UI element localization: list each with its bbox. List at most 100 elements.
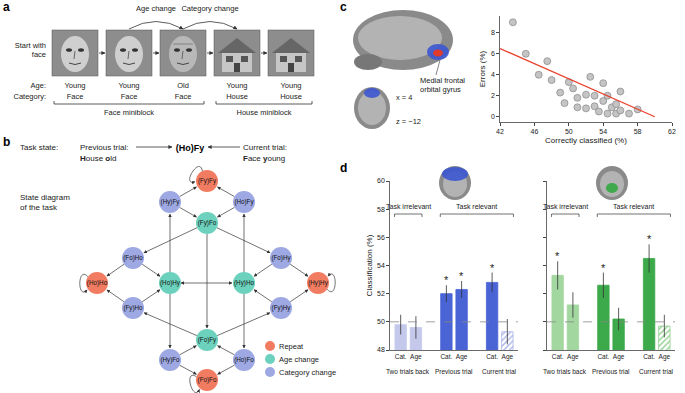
svg-text:Cat.: Cat. (552, 353, 564, 360)
svg-text:Classification (%): Classification (%) (365, 234, 374, 296)
svg-text:Task relevant: Task relevant (456, 203, 497, 210)
svg-text:Cat.: Cat. (597, 353, 609, 360)
svg-text:Current trial: Current trial (482, 368, 517, 375)
svg-text:Young: Young (227, 81, 248, 90)
svg-text:(Ho)Fy: (Ho)Fy (234, 198, 254, 206)
svg-text:Cat.: Cat. (486, 353, 498, 360)
svg-text:56: 56 (377, 234, 385, 241)
svg-text:(Fo)Hy: (Fo)Hy (271, 254, 291, 262)
svg-text:Face young: Face young (243, 154, 285, 163)
svg-text:52: 52 (377, 290, 385, 297)
svg-text:c: c (340, 0, 347, 14)
svg-text:Face miniblock: Face miniblock (104, 108, 154, 117)
svg-text:Current trial:: Current trial: (243, 143, 287, 152)
svg-text:Age: Age (567, 353, 579, 361)
svg-text:58: 58 (377, 206, 385, 213)
svg-text:House miniblock: House miniblock (236, 108, 291, 117)
svg-text:Repeat: Repeat (279, 342, 304, 351)
svg-text:46: 46 (531, 128, 539, 135)
svg-text:Two trials back: Two trials back (543, 368, 587, 375)
svg-text:(Hy)Hy: (Hy)Hy (308, 279, 328, 287)
svg-text:Age: Age (613, 353, 625, 361)
svg-text:House old: House old (80, 154, 116, 163)
svg-text:*: * (601, 262, 606, 274)
svg-text:Age change: Age change (279, 355, 319, 364)
svg-text:State diagram: State diagram (20, 193, 70, 202)
svg-text:(Hy)Fo: (Hy)Fo (160, 356, 180, 364)
svg-text:x = 4: x = 4 (396, 93, 412, 102)
svg-text:50: 50 (377, 318, 385, 325)
svg-text:Young: Young (281, 81, 302, 90)
svg-text:Face: Face (67, 92, 84, 101)
svg-text:60: 60 (377, 177, 385, 184)
svg-text:Two trials back: Two trials back (386, 368, 430, 375)
svg-text:(Fy)Fy: (Fy)Fy (198, 177, 217, 185)
svg-text:(Fy)Ho: (Fy)Ho (123, 304, 143, 312)
svg-text:a: a (3, 0, 10, 14)
svg-text:b: b (3, 135, 10, 149)
svg-text:Age: Age (410, 353, 422, 361)
svg-text:48: 48 (377, 346, 385, 353)
svg-text:Task irrelevant: Task irrelevant (543, 203, 588, 210)
svg-text:58: 58 (634, 128, 642, 135)
svg-text:*: * (459, 270, 464, 282)
svg-text:Face: Face (121, 92, 138, 101)
svg-text:(Hy)Fy: (Hy)Fy (161, 198, 181, 206)
svg-text:Category change: Category change (279, 368, 336, 377)
svg-text:Category change: Category change (181, 4, 238, 13)
svg-text:Errors (%): Errors (%) (478, 50, 487, 87)
svg-text:50: 50 (565, 128, 573, 135)
svg-text:Cat.: Cat. (440, 353, 452, 360)
svg-text:(Fy)Fo: (Fy)Fo (198, 219, 217, 227)
svg-text:Age: Age (659, 353, 671, 361)
svg-text:*: * (647, 233, 652, 245)
svg-text:Current trial: Current trial (639, 368, 674, 375)
svg-text:(Ho)Hy: (Ho)Hy (160, 279, 181, 287)
svg-text:(Ho)Fy: (Ho)Fy (176, 143, 205, 153)
svg-text:Previous trial: Previous trial (435, 368, 473, 375)
svg-text:Age: Age (502, 353, 514, 361)
svg-text:42: 42 (496, 128, 504, 135)
svg-text:(Ho)Fo: (Ho)Fo (234, 356, 254, 364)
svg-text:Age:: Age: (31, 81, 46, 90)
svg-text:Age change: Age change (136, 4, 176, 13)
svg-text:Previous trial:: Previous trial: (80, 143, 128, 152)
svg-text:Medial frontal: Medial frontal (420, 76, 465, 85)
svg-text:Cat.: Cat. (643, 353, 655, 360)
svg-text:Task state:: Task state: (20, 143, 58, 152)
svg-text:4: 4 (491, 71, 495, 78)
svg-text:House: House (280, 92, 302, 101)
svg-text:(Fy)Hy: (Fy)Hy (272, 304, 292, 312)
svg-text:Age: Age (456, 353, 468, 361)
svg-text:orbital gyrus: orbital gyrus (420, 85, 461, 94)
svg-text:(Ho)Ho: (Ho)Ho (87, 279, 108, 287)
svg-text:Face: Face (175, 92, 192, 101)
svg-text:Correctly classified (%): Correctly classified (%) (545, 136, 627, 145)
svg-text:*: * (490, 262, 495, 274)
svg-text:Task relevant: Task relevant (613, 203, 654, 210)
svg-text:House: House (226, 92, 248, 101)
svg-text:Previous trial: Previous trial (592, 368, 630, 375)
svg-text:*: * (444, 274, 449, 286)
svg-text:(Hy)Ho: (Hy)Ho (234, 279, 254, 287)
svg-text:Young: Young (119, 81, 140, 90)
svg-text:d: d (340, 161, 347, 175)
svg-text:Old: Old (177, 81, 189, 90)
svg-text:62: 62 (668, 128, 676, 135)
svg-text:of the task: of the task (20, 203, 58, 212)
svg-text:Category:: Category: (13, 92, 46, 101)
svg-text:z = −12: z = −12 (396, 117, 421, 126)
svg-text:2: 2 (491, 92, 495, 99)
svg-text:Start with: Start with (15, 41, 46, 50)
svg-text:54: 54 (377, 262, 385, 269)
svg-text:8: 8 (491, 29, 495, 36)
svg-text:0: 0 (491, 113, 495, 120)
svg-text:(Fo)Ho: (Fo)Ho (123, 254, 143, 262)
svg-text:(Fo)Fy: (Fo)Fy (198, 336, 217, 344)
svg-text:6: 6 (491, 50, 495, 57)
svg-text:Task irrelevant: Task irrelevant (386, 203, 431, 210)
svg-text:Young: Young (65, 81, 86, 90)
svg-text:Cat.: Cat. (395, 353, 407, 360)
svg-text:(Fo)Fo: (Fo)Fo (198, 376, 217, 384)
svg-text:*: * (555, 250, 560, 262)
